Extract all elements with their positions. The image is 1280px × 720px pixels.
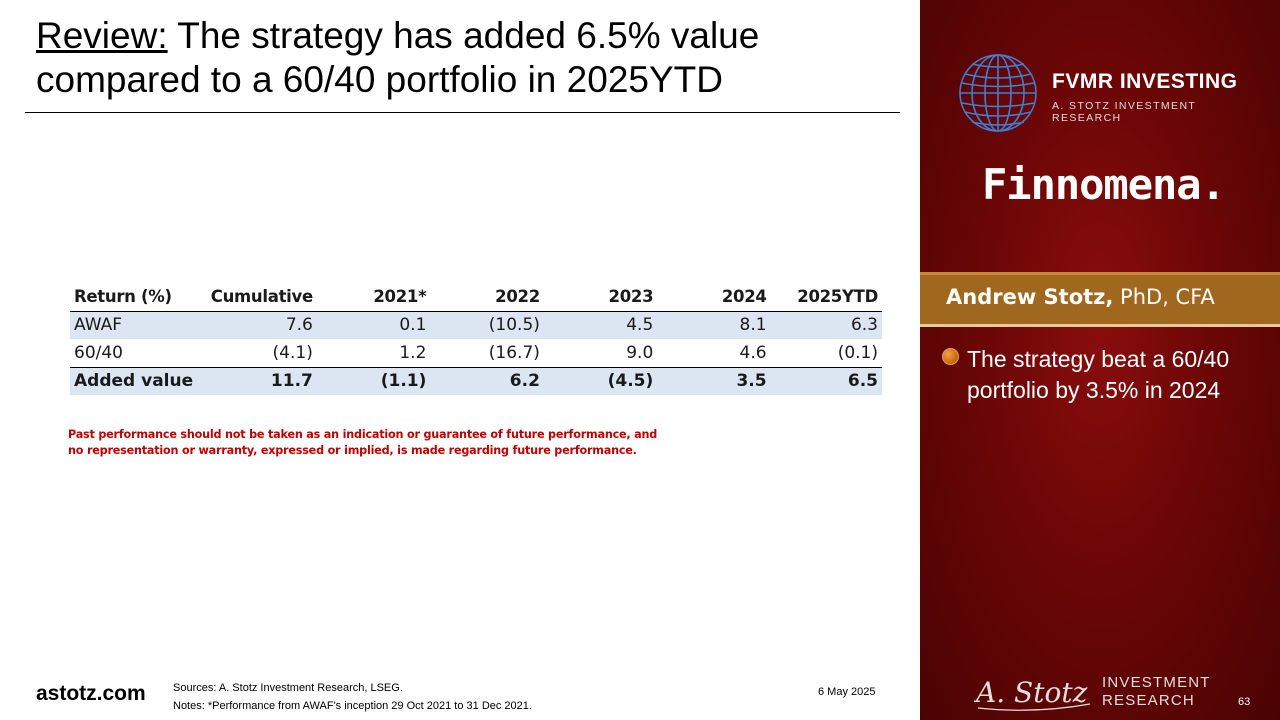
- row-label: 60/40: [74, 342, 123, 363]
- signature-text: A. Stotz: [974, 676, 1088, 709]
- ast-wordmark-line: INVESTMENT: [1102, 674, 1211, 691]
- table-cell: 4.5: [543, 311, 658, 339]
- row-label: Added value: [70, 366, 198, 395]
- key-point-text: The strategy beat a 60/40 portfolio by 3…: [967, 346, 1230, 403]
- disclaimer: Past performance should not be taken as …: [68, 427, 668, 459]
- fvmr-logo: FVMR INVESTING A. STOTZ INVESTMENT RESEA…: [956, 50, 1256, 134]
- presenter-divider: [920, 324, 1280, 327]
- table-cell: (10.5): [430, 311, 544, 339]
- table-cell: 7.6: [197, 311, 317, 339]
- table-cell: (4.1): [272, 342, 313, 363]
- footer-date: 6 May 2025: [818, 686, 876, 698]
- disclaimer-line: no representation or warranty, expressed…: [68, 444, 637, 457]
- brand-name: FVMR INVESTING: [1052, 70, 1238, 93]
- footer-site: astotz.com: [36, 682, 146, 705]
- partner-logo: Finnomena.: [982, 160, 1226, 209]
- row-label: AWAF: [70, 311, 198, 339]
- slide-title: Review: The strategy has added 6.5% valu…: [36, 14, 896, 102]
- ast-wordmark-line: RESEARCH: [1102, 692, 1195, 709]
- table-row-total: Added value 11.7 (1.1) 6.2 (4.5) 3.5 6.5: [70, 366, 882, 395]
- brand-subtitle: A. STOTZ INVESTMENT RESEARCH: [1052, 100, 1197, 124]
- sidebar-panel: FVMR INVESTING A. STOTZ INVESTMENT RESEA…: [920, 0, 1280, 720]
- table-header-row: Return (%) Cumulative 2021* 2022 2023 20…: [70, 283, 882, 312]
- title-text: The strategy has added 6.5% value compar…: [36, 15, 760, 100]
- table-row: AWAF 7.6 0.1 (10.5) 4.5 8.1 6.3: [70, 311, 882, 339]
- returns-table: Return (%) Cumulative 2021* 2022 2023 20…: [70, 283, 882, 395]
- signature-logo: A. Stotz: [974, 676, 1091, 711]
- table-cell: 4.6: [739, 342, 767, 363]
- footer-notes: Sources: A. Stotz Investment Research, L…: [173, 679, 532, 715]
- footer-note: Notes: *Performance from AWAF's inceptio…: [173, 700, 532, 712]
- key-point: The strategy beat a 60/40 portfolio by 3…: [942, 344, 1262, 406]
- column-header: 2021*: [316, 283, 431, 312]
- table-cell: 6.3: [770, 311, 882, 339]
- table-cell: 9.0: [626, 342, 654, 363]
- disclaimer-line: Past performance should not be taken as …: [68, 428, 658, 441]
- footer-sources: Sources: A. Stotz Investment Research, L…: [173, 682, 403, 694]
- page-number: 63: [1238, 696, 1251, 708]
- table-cell: (0.1): [837, 342, 878, 363]
- table-cell: (4.5): [543, 366, 658, 395]
- presenter-bar: Andrew Stotz, PhD, CFA: [920, 272, 1280, 324]
- table-cell: 8.1: [657, 311, 771, 339]
- column-header: Return (%): [70, 283, 198, 312]
- presenter-title: PhD, CFA: [1113, 285, 1215, 309]
- table-cell: (16.7): [488, 342, 540, 363]
- column-header: 2022: [430, 283, 544, 312]
- table-cell: 6.5: [770, 366, 882, 395]
- ast-wordmark: INVESTMENT RESEARCH: [1102, 674, 1211, 710]
- bullet-icon: [942, 348, 959, 365]
- table-cell: 1.2: [399, 342, 427, 363]
- presenter-name: Andrew Stotz,: [946, 285, 1114, 309]
- column-header: 2025YTD: [770, 283, 882, 312]
- globe-icon: [959, 54, 1037, 132]
- table-cell: 0.1: [316, 311, 431, 339]
- column-header: 2024: [657, 283, 771, 312]
- presenter: Andrew Stotz, PhD, CFA: [946, 285, 1215, 309]
- title-prefix: Review:: [36, 15, 168, 56]
- title-divider: [25, 112, 900, 113]
- column-header: Cumulative: [197, 283, 317, 312]
- table-cell: 6.2: [430, 366, 544, 395]
- table-cell: 3.5: [657, 366, 771, 395]
- table-row: 60/40 (4.1) 1.2 (16.7) 9.0 4.6 (0.1): [70, 339, 882, 367]
- column-header: 2023: [543, 283, 658, 312]
- table-cell: 11.7: [197, 366, 317, 395]
- table-cell: (1.1): [316, 366, 431, 395]
